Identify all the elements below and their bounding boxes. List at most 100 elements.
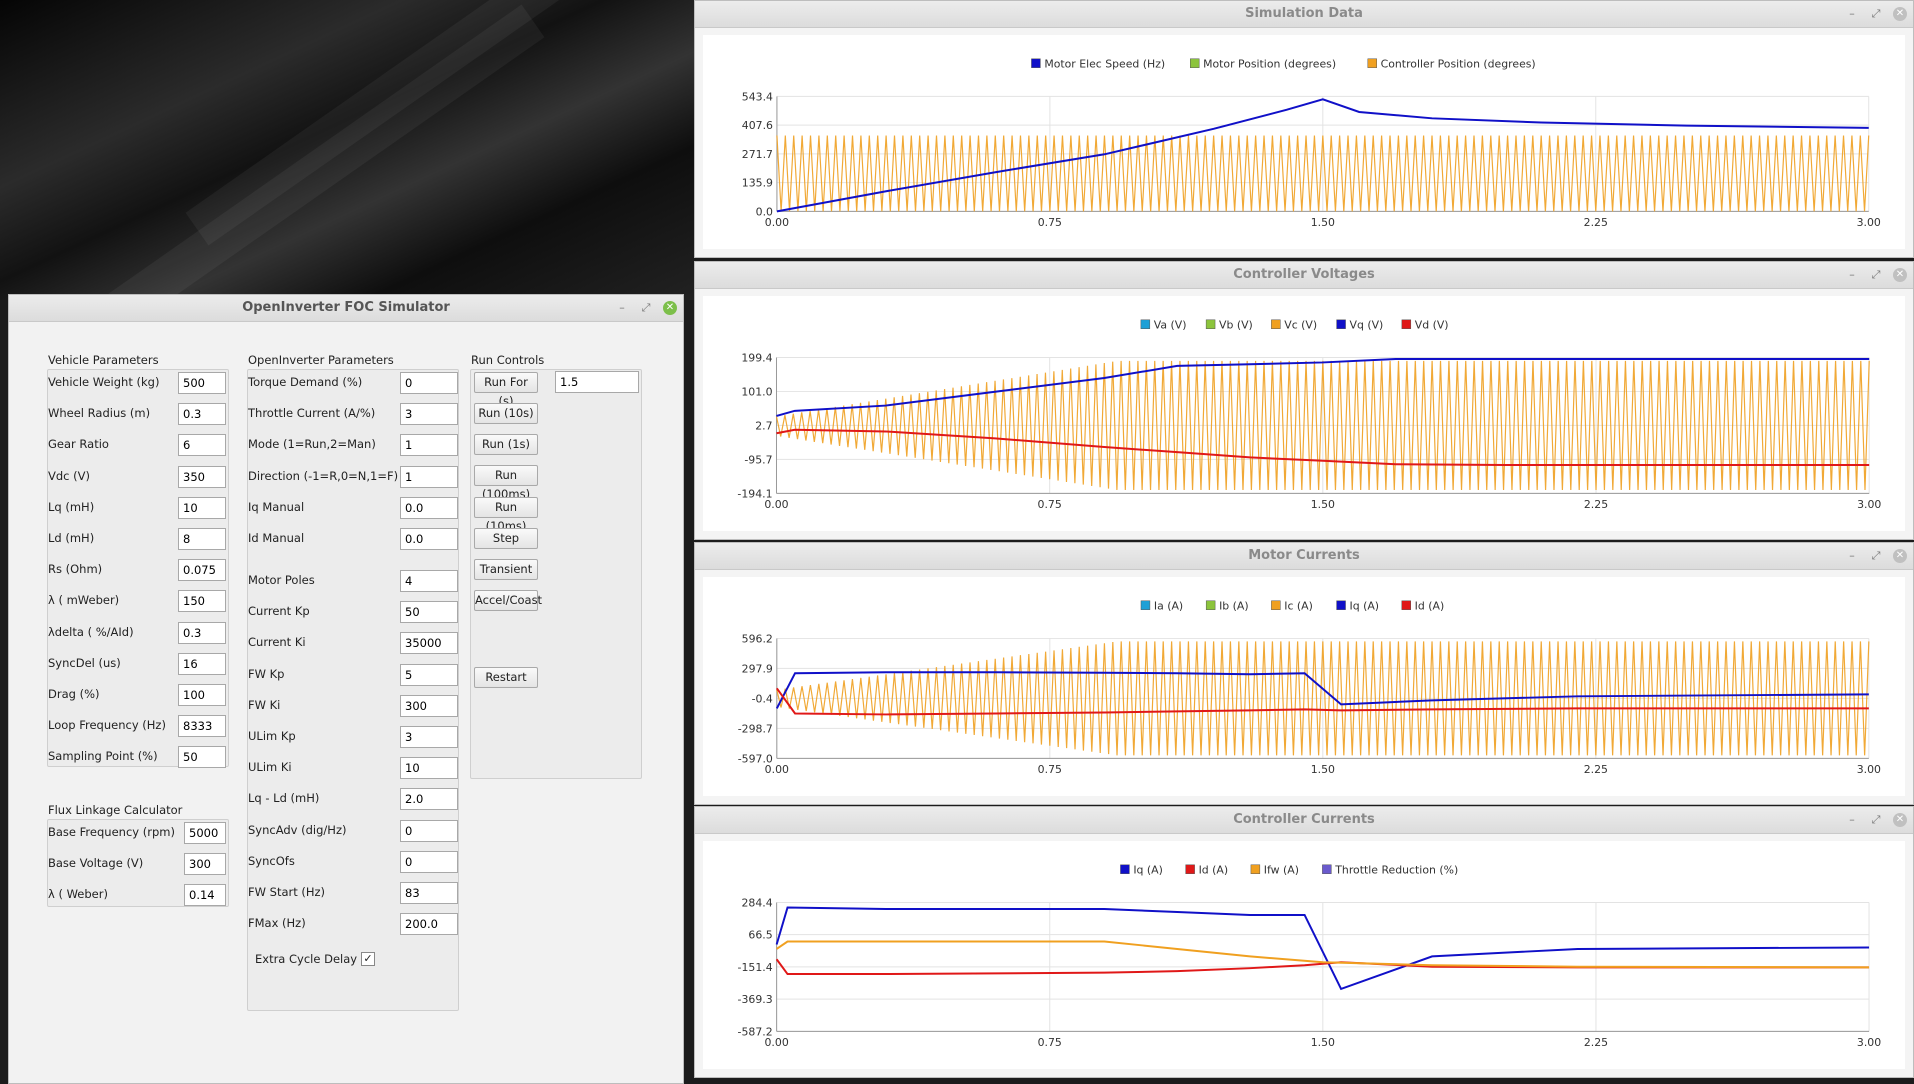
title-bar[interactable]: Controller Voltages – ⤢ ✕ [695, 262, 1913, 289]
throttle-current-a-input[interactable] [400, 403, 458, 426]
minimize-icon[interactable]: – [1849, 549, 1855, 562]
run-for-input[interactable] [555, 371, 639, 393]
motor-poles-input[interactable] [400, 570, 458, 592]
maximize-icon[interactable]: ⤢ [641, 301, 651, 314]
simulation-data-chart: Motor Elec Speed (Hz) Motor Position (deg… [742, 58, 1881, 230]
run-10s-button[interactable]: Run (10s) [474, 403, 538, 424]
syncdel-us-input[interactable] [178, 652, 226, 675]
mweber-label: λ ( mWeber) [48, 593, 120, 608]
legend-label: Motor Position (degrees) [1203, 58, 1336, 71]
openinverter-parameters-heading: OpenInverter Parameters [248, 353, 394, 367]
ld-mh-input[interactable] [178, 528, 226, 550]
loop-frequency-hz-input[interactable] [178, 715, 226, 738]
title-bar[interactable]: Simulation Data – ⤢ ✕ [695, 1, 1913, 28]
loop-frequency-hz-label: Loop Frequency (Hz) [48, 718, 166, 733]
rs-ohm-input[interactable] [178, 559, 226, 582]
gear-ratio-input[interactable] [178, 434, 226, 457]
title-bar[interactable]: OpenInverter FOC Simulator – ⤢ ✕ [9, 295, 683, 322]
param-row: Vdc (V) [48, 465, 226, 488]
minimize-icon[interactable]: – [619, 301, 625, 314]
ulim-kp-input[interactable] [400, 726, 458, 748]
fw-ki-label: FW Ki [248, 697, 281, 712]
controller-voltages-window: Controller Voltages – ⤢ ✕ Va (V) Vb (V) Vc (… [694, 261, 1914, 540]
close-icon[interactable]: ✕ [1893, 549, 1907, 563]
minimize-icon[interactable]: – [1849, 268, 1855, 281]
delta-aid-input[interactable] [178, 621, 226, 644]
fw-start-hz-input[interactable] [400, 882, 458, 904]
x-tick-label: 3.00 [1857, 1036, 1881, 1049]
current-kp-input[interactable] [400, 601, 458, 624]
vehicle-weight-kg-input[interactable] [178, 372, 226, 394]
run-10ms-button[interactable]: Run (10ms) [474, 496, 538, 533]
close-icon[interactable]: ✕ [1893, 7, 1907, 21]
lq-ld-mh-input[interactable] [400, 788, 458, 811]
run-for-button[interactable]: Run For (s) [474, 372, 538, 408]
syncadv-dig-hz-input[interactable] [400, 819, 458, 842]
weber-input[interactable] [184, 884, 226, 907]
y-tick-label: -587.2 [738, 1025, 773, 1038]
minimize-icon[interactable]: – [1849, 813, 1855, 826]
series-line-vd-v [776, 428, 1870, 466]
series-line-id-a [776, 687, 1869, 716]
y-tick-label: 66.5 [748, 929, 772, 942]
param-row: Torque Demand (%) [248, 372, 458, 394]
close-icon[interactable]: ✕ [663, 301, 677, 315]
ulim-kp-label: ULim Kp [248, 729, 296, 743]
maximize-icon[interactable]: ⤢ [1871, 549, 1881, 562]
base-frequency-rpm-input[interactable] [184, 822, 226, 844]
x-tick-label: 2.25 [1584, 216, 1608, 229]
transient-button[interactable]: Transient [474, 559, 538, 580]
legend-swatch [1336, 319, 1346, 329]
close-icon[interactable]: ✕ [1893, 268, 1907, 282]
accel-coast-button[interactable]: Accel/Coast [474, 590, 542, 612]
mode-1-run-2-man-input[interactable] [400, 434, 458, 457]
id-manual-input[interactable] [400, 528, 458, 550]
torque-demand-input[interactable] [400, 372, 458, 394]
param-row: Vehicle Weight (kg) [48, 372, 226, 394]
sampling-point-input[interactable] [178, 746, 226, 769]
ulim-ki-input[interactable] [400, 757, 458, 780]
iq-manual-input[interactable] [400, 496, 458, 519]
param-row: FMax (Hz) [248, 913, 458, 936]
run-100ms-button[interactable]: Run (100ms) [474, 465, 538, 501]
flux-linkage-heading: Flux Linkage Calculator [48, 803, 183, 817]
restart-button[interactable]: Restart [474, 667, 538, 688]
legend-label: Vb (V) [1219, 319, 1253, 332]
close-icon[interactable]: ✕ [1893, 813, 1907, 827]
drag-input[interactable] [178, 684, 226, 706]
throttle-current-a-label: Throttle Current (A/%) [248, 406, 376, 421]
y-tick-label: 297.9 [742, 662, 773, 675]
fw-ki-input[interactable] [400, 694, 458, 717]
fw-kp-input[interactable] [400, 663, 458, 686]
legend-swatch [1205, 600, 1216, 610]
minimize-icon[interactable]: – [1849, 7, 1855, 20]
fmax-hz-input[interactable] [400, 913, 458, 936]
oscillation-trace [775, 360, 1870, 490]
y-tick-label: 271.7 [742, 148, 773, 161]
wheel-radius-m-input[interactable] [178, 403, 226, 426]
legend-label: Iq (A) [1349, 600, 1379, 613]
maximize-icon[interactable]: ⤢ [1871, 268, 1881, 281]
current-ki-input[interactable] [400, 632, 458, 655]
lq-mh-input[interactable] [178, 496, 226, 519]
sampling-point-label: Sampling Point (%) [48, 749, 158, 764]
legend: Va (V) Vb (V) Vc (V) Vq (V) Vd (V) [1140, 319, 1449, 332]
maximize-icon[interactable]: ⤢ [1871, 813, 1881, 826]
legend-label: Vd (V) [1415, 319, 1449, 332]
extra-cycle-delay-label: Extra Cycle Delay [255, 952, 358, 966]
syncofs-input[interactable] [400, 850, 458, 873]
maximize-icon[interactable]: ⤢ [1871, 7, 1881, 20]
oscillation-band [775, 360, 1870, 490]
title-bar[interactable]: Controller Currents – ⤢ ✕ [695, 807, 1913, 834]
step-button[interactable]: Step [474, 527, 538, 549]
mweber-input[interactable] [178, 590, 226, 613]
extra-cycle-delay-row: Extra Cycle Delay ✓ [255, 949, 455, 971]
title-bar[interactable]: Motor Currents – ⤢ ✕ [695, 543, 1913, 570]
extra-cycle-delay-checkbox[interactable]: ✓ [361, 952, 375, 966]
base-voltage-v-input[interactable] [184, 853, 226, 876]
direction-1-r-0-n-1-f-input[interactable] [400, 465, 458, 488]
chart-area: Iq (A) Id (A) Ifw (A) Throttle Reduction (%… [703, 841, 1905, 1069]
param-row: λdelta ( %/AId) [48, 621, 226, 644]
run-1s-button[interactable]: Run (1s) [474, 434, 538, 456]
vdc-v-input[interactable] [178, 465, 226, 488]
